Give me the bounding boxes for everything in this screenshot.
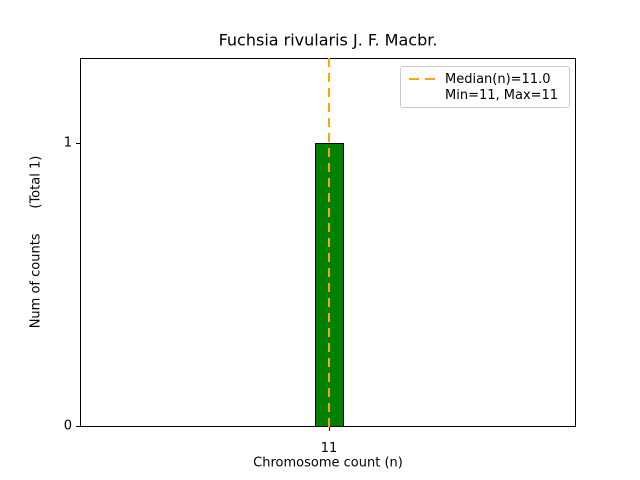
legend-box: Median(n)=11.0 Min=11, Max=11 <box>400 66 570 108</box>
legend-label-minmax: Min=11, Max=11 <box>445 87 559 103</box>
median-dashed-line <box>328 58 330 427</box>
legend-entry-median: Median(n)=11.0 <box>409 71 561 87</box>
y-tick-label-1: 1 <box>63 135 72 151</box>
y-tick-label-0: 0 <box>63 418 72 434</box>
x-tick-mark-11 <box>329 427 330 431</box>
chart-title: Fuchsia rivularis J. F. Macbr. <box>218 30 438 50</box>
x-tick-label-11: 11 <box>320 441 338 456</box>
legend-label-median: Median(n)=11.0 <box>445 71 551 87</box>
legend-entry-minmax: Min=11, Max=11 <box>409 87 561 103</box>
y-axis-label: Num of counts (Total 1) <box>28 155 44 329</box>
y-tick-mark-1 <box>76 143 80 144</box>
median-line-sample-icon <box>409 78 436 80</box>
x-axis-label: Chromosome count (n) <box>253 455 403 471</box>
y-tick-mark-0 <box>76 426 80 427</box>
